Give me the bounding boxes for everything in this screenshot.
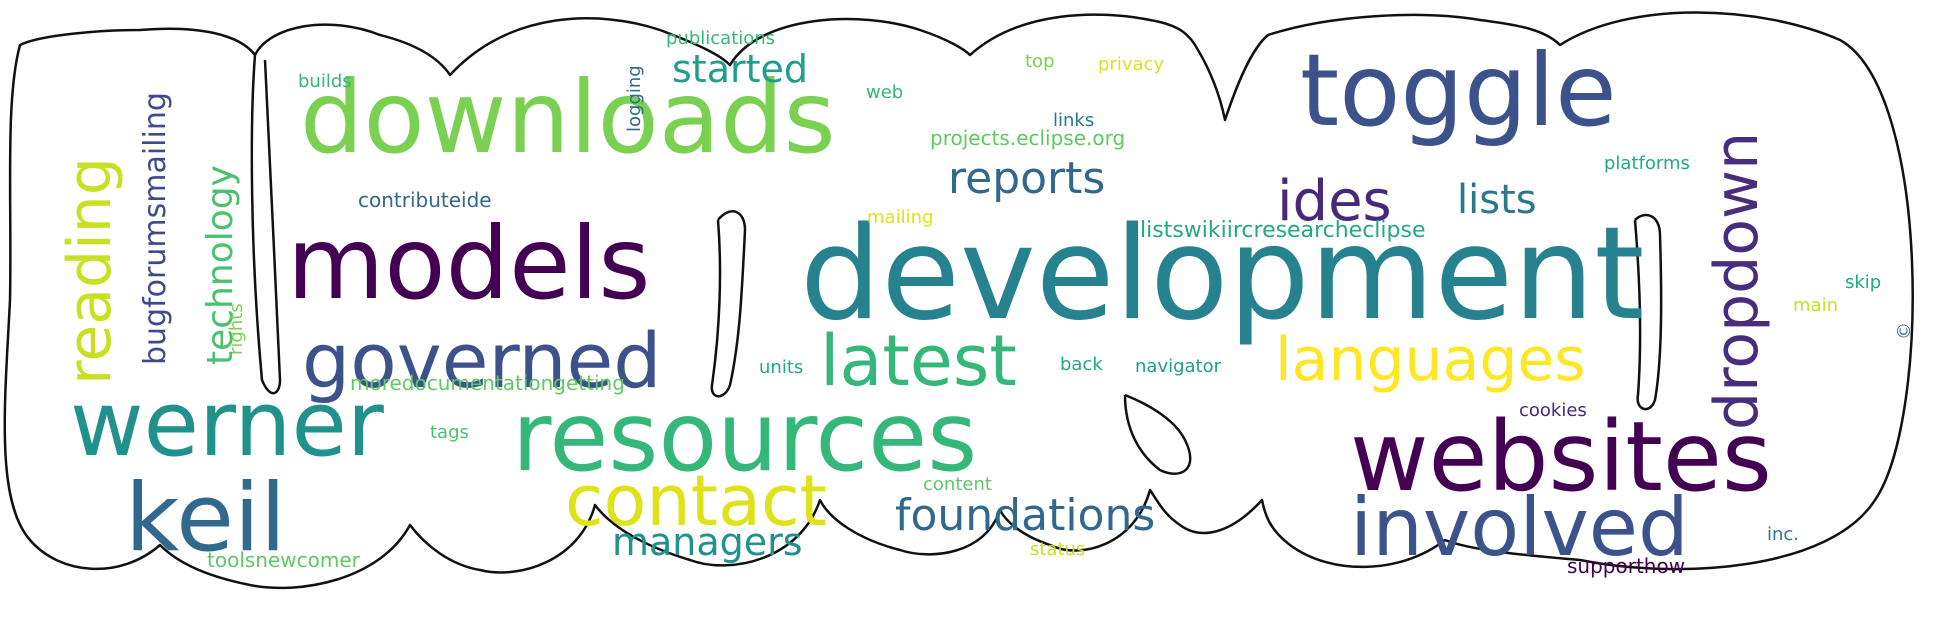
word-group: development downloads toggle models websites… xyxy=(55,28,1915,578)
word-top: top xyxy=(1025,51,1055,72)
word-involved: involved xyxy=(1350,481,1689,574)
word-privacy: privacy xyxy=(1098,54,1164,75)
word-inc: inc. xyxy=(1767,524,1799,545)
word-links: links xyxy=(1053,110,1094,131)
word-toggle: toggle xyxy=(1300,32,1617,149)
word-contact: contact xyxy=(565,460,827,542)
cloud-inner-notch-1 xyxy=(250,54,282,395)
word-reports: reports xyxy=(948,153,1105,204)
word-keil: keil xyxy=(125,464,286,573)
word-supporthow: supporthow xyxy=(1567,554,1685,578)
word-latest: latest xyxy=(820,320,1017,402)
word-bugforumsmailing: bugforumsmailing xyxy=(138,92,173,365)
word-publications: publications xyxy=(666,28,775,49)
word-navigator: navigator xyxy=(1135,356,1222,377)
word-logging: logging xyxy=(624,65,645,132)
word-technology: technology xyxy=(200,165,241,365)
word-mailing: mailing xyxy=(867,207,933,228)
word-reading: reading xyxy=(55,157,125,385)
word-back: back xyxy=(1060,354,1103,375)
cloud-inner-notch-4 xyxy=(1123,393,1192,475)
word-models: models xyxy=(287,205,650,322)
word-websites: websites xyxy=(1350,401,1772,513)
word-tags: tags xyxy=(430,422,469,443)
word-main: main xyxy=(1793,295,1838,316)
cloud-outline xyxy=(3,11,1914,590)
word-werner: werner xyxy=(70,372,384,477)
word-contributeide: contributeide xyxy=(358,188,492,212)
word-moredocumentationgetting: moredocumentationgetting xyxy=(350,371,625,395)
word-lists: lists xyxy=(1457,177,1537,223)
word-downloads: downloads xyxy=(300,59,836,176)
word-ides: ides xyxy=(1277,169,1392,234)
word-development: development xyxy=(800,200,1644,349)
word-managers: managers xyxy=(612,520,803,564)
word-cookies: cookies xyxy=(1519,400,1587,421)
word-units: units xyxy=(759,357,803,378)
word-platforms: platforms xyxy=(1604,153,1690,174)
word-resources: resources xyxy=(512,381,977,493)
word-started: started xyxy=(672,47,808,91)
word-builds: builds xyxy=(298,71,352,92)
word-dropdown: dropdown xyxy=(1702,132,1772,430)
word-listswikiircresearcheclipse: listswikiircresearcheclipse xyxy=(1140,218,1426,243)
word-rights: rights xyxy=(226,303,247,355)
cloud-inner-notch-2 xyxy=(710,210,747,398)
word-governed: governed xyxy=(302,316,662,405)
word-languages: languages xyxy=(1275,325,1586,395)
word-: © xyxy=(1894,322,1915,340)
word-content: content xyxy=(923,474,992,495)
word-projects-eclipse-org: projects.eclipse.org xyxy=(930,126,1125,150)
word-status: status xyxy=(1030,539,1085,560)
word-skip: skip xyxy=(1845,272,1881,293)
word-foundations: foundations xyxy=(895,490,1155,541)
word-web: web xyxy=(866,82,903,103)
word-toolsnewcomer: toolsnewcomer xyxy=(207,548,361,572)
cloud-inner-notch-3 xyxy=(1633,213,1663,411)
